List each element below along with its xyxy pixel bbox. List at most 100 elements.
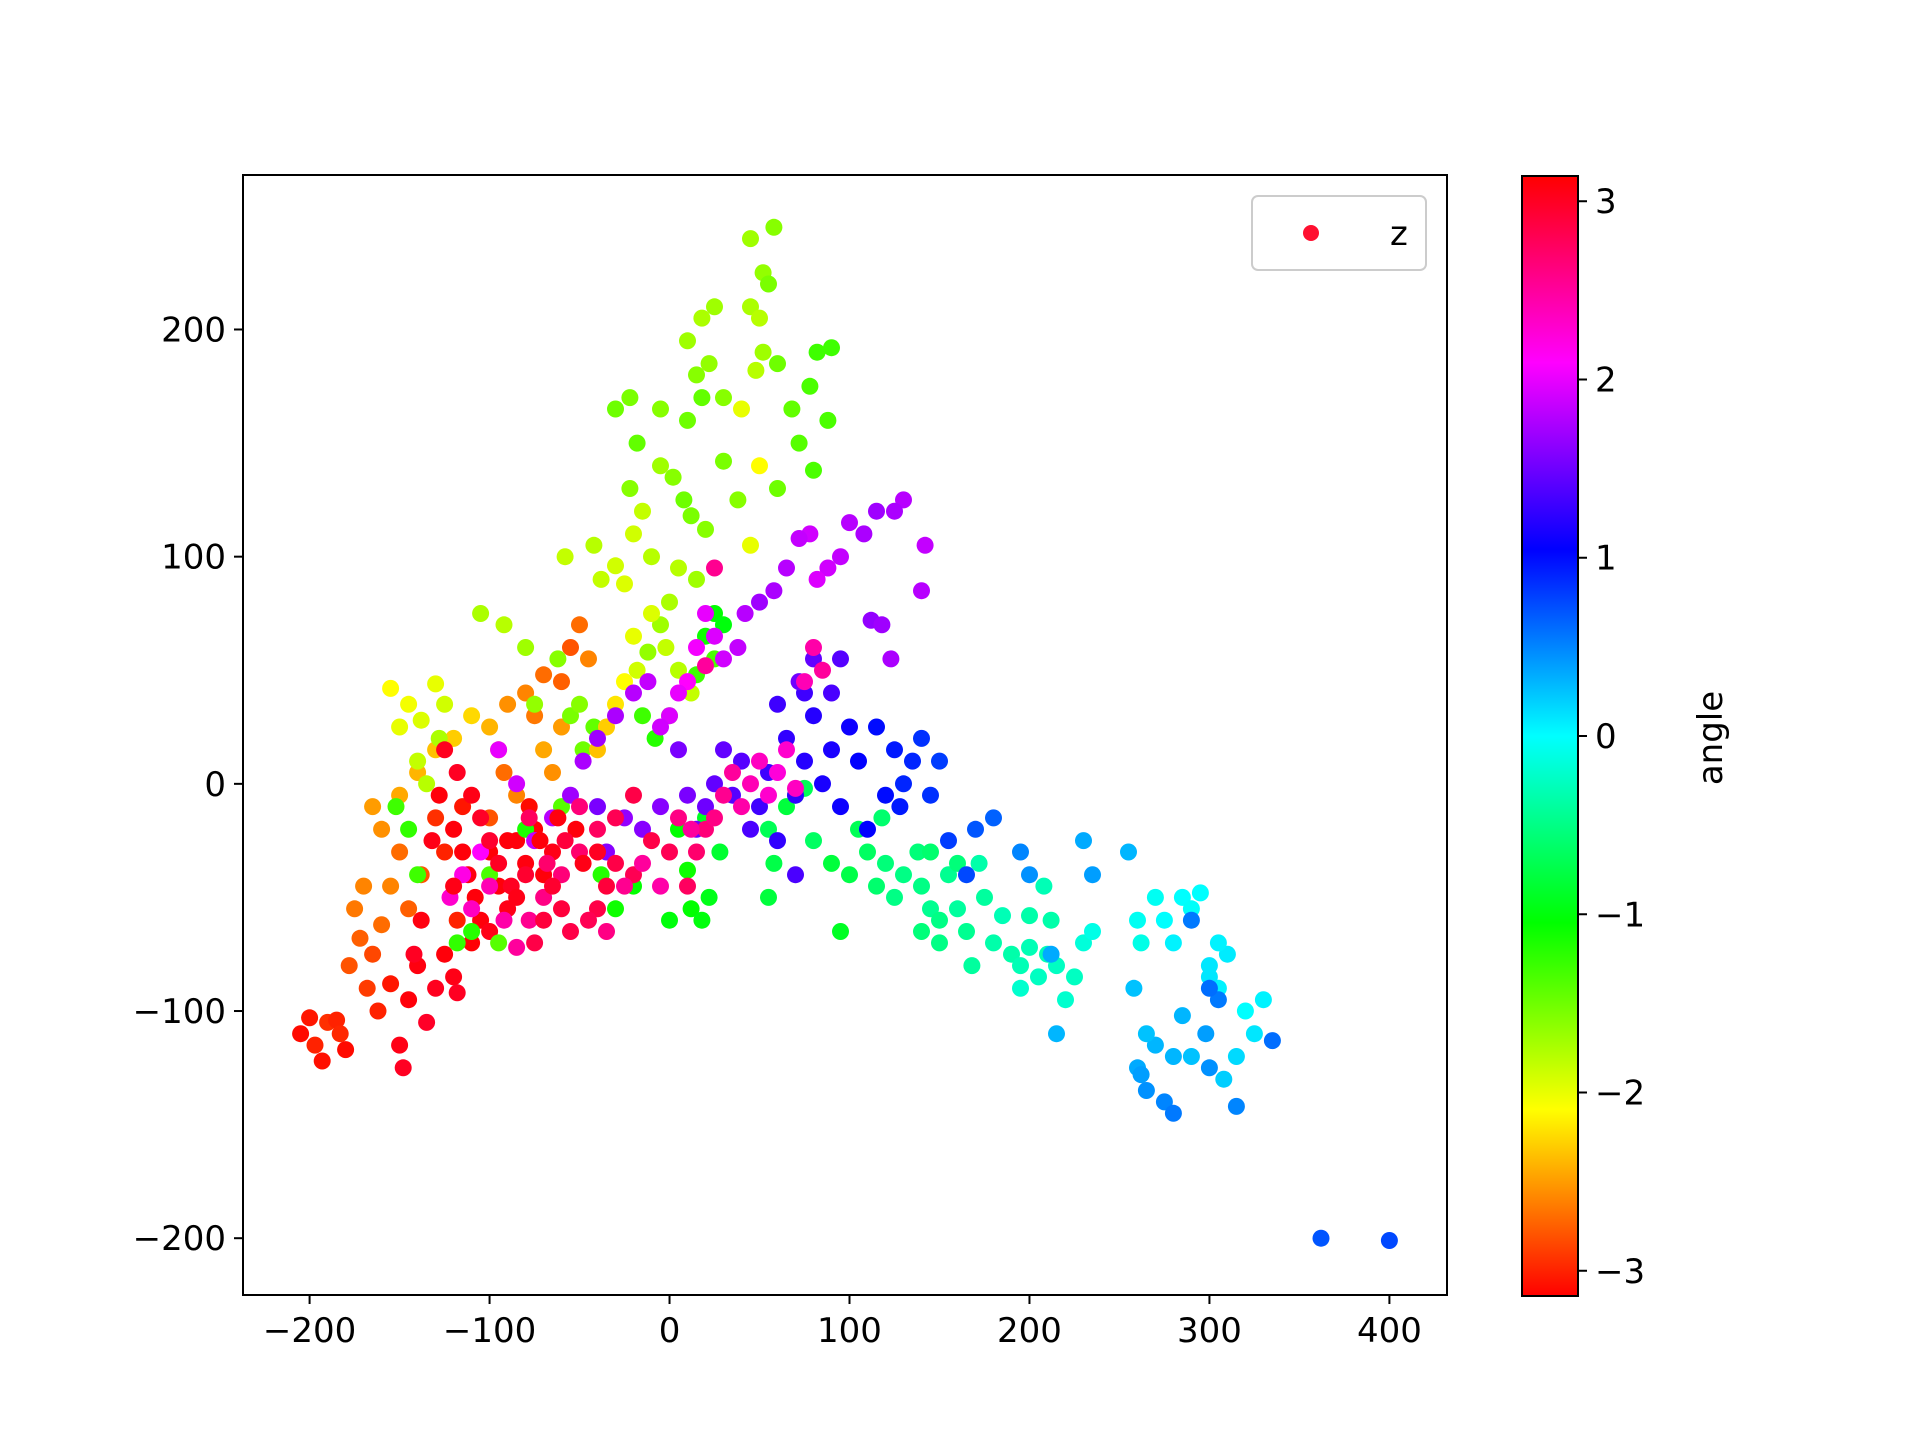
data-point [463, 923, 481, 940]
data-point [400, 900, 418, 918]
data-point [1012, 843, 1029, 861]
data-point [886, 502, 903, 520]
data-point [931, 911, 948, 929]
data-point [340, 957, 358, 975]
data-point [664, 468, 682, 486]
data-point [751, 752, 768, 770]
data-point [1155, 911, 1173, 929]
data-point [436, 741, 454, 759]
data-point [448, 911, 466, 929]
data-point [706, 627, 723, 645]
data-point [1227, 1097, 1245, 1115]
data-point [331, 1025, 349, 1043]
data-point [1021, 866, 1038, 884]
data-point [1173, 888, 1191, 906]
data-point [1021, 907, 1038, 925]
data-point [706, 559, 723, 577]
data-point [850, 752, 867, 770]
data-point [463, 900, 481, 918]
data-point [823, 854, 840, 872]
data-point [949, 900, 966, 918]
data-point [508, 775, 526, 793]
data-point [724, 764, 741, 781]
data-point [1200, 979, 1218, 997]
data-point [1236, 1002, 1254, 1020]
data-point [1173, 1007, 1191, 1025]
data-point [598, 923, 615, 940]
data-point [913, 877, 930, 895]
data-point [526, 695, 544, 713]
data-point [985, 809, 1002, 827]
data-point [544, 877, 561, 895]
data-point [805, 707, 822, 725]
data-point [454, 866, 472, 884]
data-point [1182, 1048, 1200, 1065]
data-point [859, 820, 876, 838]
data-point [589, 820, 606, 838]
data-point [355, 877, 373, 895]
data-point [472, 911, 490, 929]
data-point [1209, 991, 1227, 1009]
data-point [517, 639, 535, 656]
data-point [544, 764, 561, 781]
data-point [688, 639, 705, 656]
data-point [454, 798, 472, 816]
data-point [1146, 1036, 1164, 1054]
data-point [963, 957, 981, 975]
data-point [765, 854, 783, 872]
data-point [1057, 991, 1074, 1009]
data-point [967, 820, 984, 838]
data-point [643, 548, 660, 566]
data-point [679, 786, 696, 804]
data-point [859, 843, 876, 861]
data-point [517, 866, 535, 884]
data-point [580, 650, 597, 668]
data-point [535, 741, 553, 759]
data-point [819, 411, 837, 429]
data-point [562, 639, 579, 656]
data-point [391, 718, 409, 736]
data-point [387, 798, 405, 816]
data-point [873, 809, 891, 827]
data-point [877, 786, 894, 804]
data-point [639, 673, 657, 691]
data-point [747, 361, 765, 379]
legend-box [1251, 195, 1427, 271]
data-point [808, 343, 826, 361]
data-point [418, 1013, 436, 1031]
data-point [670, 741, 687, 759]
data-point [607, 854, 624, 872]
data-point [1030, 968, 1047, 986]
data-point [1084, 923, 1101, 940]
data-point [751, 593, 768, 611]
data-point [625, 684, 642, 702]
data-point [733, 752, 750, 770]
data-point [661, 911, 678, 929]
y-tick-label: 0 [204, 765, 226, 805]
data-point [729, 491, 747, 509]
data-point [520, 911, 538, 929]
data-point [400, 820, 418, 838]
data-point [1075, 934, 1092, 952]
data-point [643, 832, 660, 850]
data-point [1245, 1025, 1263, 1043]
colorbar-tick-label: −3 [1595, 1252, 1645, 1292]
data-point [574, 752, 592, 770]
data-point [382, 975, 400, 993]
data-point [481, 877, 499, 895]
data-point [306, 1036, 324, 1054]
data-point [405, 945, 423, 963]
data-point [769, 695, 786, 713]
data-point [553, 718, 570, 736]
data-point [670, 559, 687, 577]
data-point [670, 661, 687, 679]
data-point [688, 366, 705, 384]
data-point [682, 507, 700, 525]
data-point [562, 786, 579, 804]
data-point [490, 934, 508, 952]
data-point [634, 854, 651, 872]
data-point [436, 843, 454, 861]
colorbar-gradient [1521, 175, 1579, 1297]
data-point [697, 520, 714, 538]
